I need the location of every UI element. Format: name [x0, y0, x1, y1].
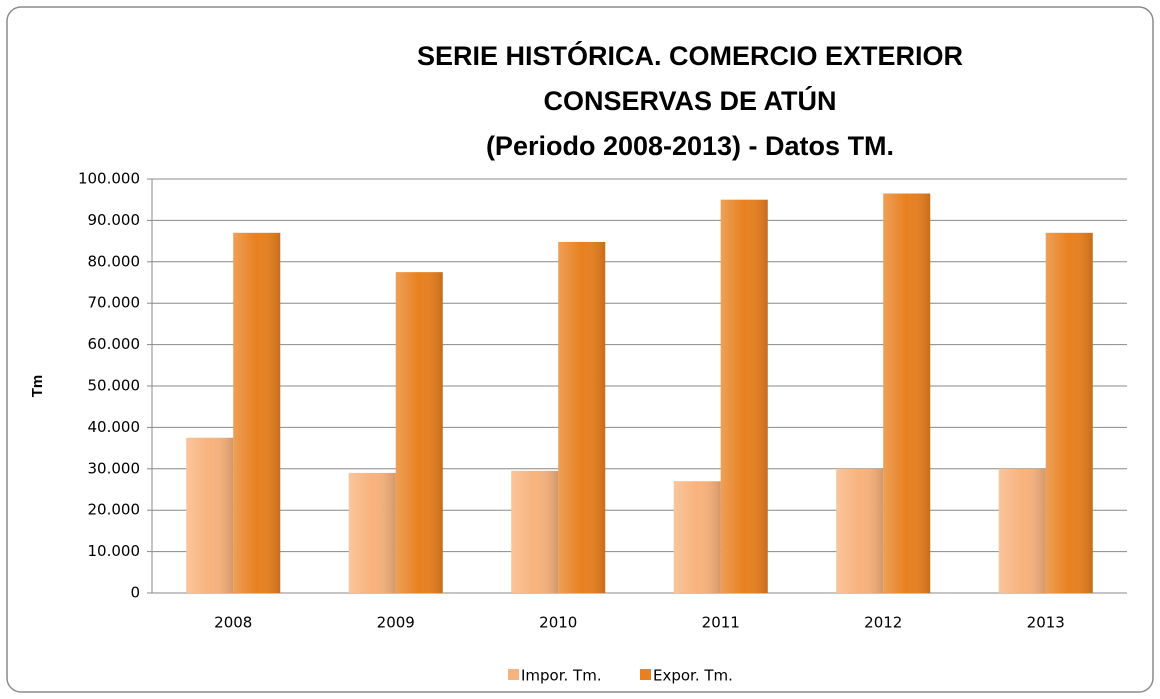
- bar-shade: [836, 468, 884, 593]
- bar-shade: [395, 272, 443, 593]
- x-tick-label: 2010: [539, 614, 577, 632]
- bar-shade: [233, 232, 281, 593]
- bar-shade: [1045, 232, 1093, 593]
- y-tick-label: 20.000: [88, 501, 141, 519]
- bar-shade: [348, 472, 396, 593]
- y-tick-label: 30.000: [88, 459, 141, 477]
- legend-label: Expor. Tm.: [653, 667, 733, 685]
- bar-shade: [186, 437, 234, 593]
- y-tick-label: 40.000: [88, 418, 141, 436]
- y-tick-label: 0: [130, 584, 140, 602]
- chart-title: SERIE HISTÓRICA. COMERCIO EXTERIOR: [417, 40, 963, 71]
- bar-shade: [511, 470, 559, 593]
- y-tick-label: 90.000: [88, 211, 141, 229]
- x-tick-label: 2009: [377, 614, 415, 632]
- y-tick-label: 80.000: [88, 252, 141, 270]
- y-tick-label: 70.000: [88, 294, 141, 312]
- y-tick-label: 50.000: [88, 377, 141, 395]
- bar-shade: [558, 241, 606, 594]
- y-tick-label: 100.000: [78, 170, 140, 188]
- y-tick-label: 60.000: [88, 335, 141, 353]
- x-tick-label: 2012: [864, 614, 902, 632]
- x-tick-label: 2013: [1027, 614, 1065, 632]
- chart-title: (Periodo 2008-2013) - Datos TM.: [486, 131, 894, 161]
- bar-shade: [998, 468, 1046, 593]
- x-tick-label: 2011: [702, 614, 740, 632]
- y-axis-label: Tm: [29, 375, 46, 398]
- bar-shade: [883, 193, 931, 594]
- bar-shade: [720, 199, 768, 593]
- y-tick-label: 10.000: [88, 542, 141, 560]
- legend-label: Impor. Tm.: [521, 667, 602, 685]
- legend-swatch: [508, 669, 519, 680]
- bar-shade: [673, 481, 721, 593]
- legend-swatch: [640, 669, 651, 680]
- x-tick-label: 2008: [214, 614, 252, 632]
- chart-title: CONSERVAS DE ATÚN: [543, 85, 836, 116]
